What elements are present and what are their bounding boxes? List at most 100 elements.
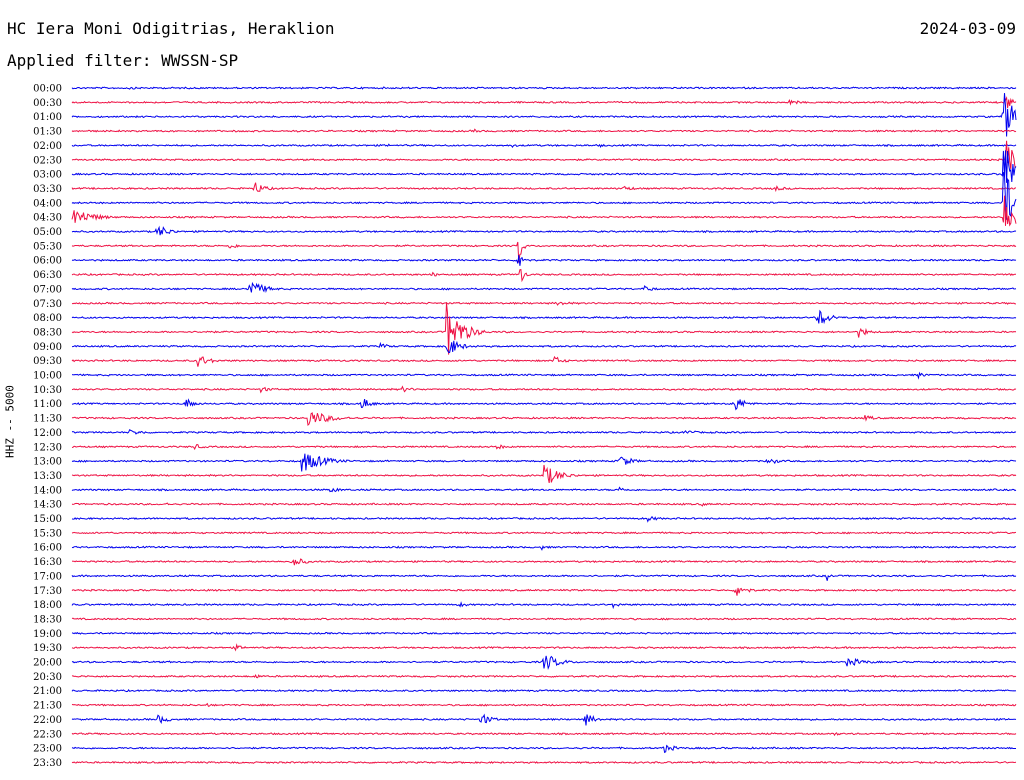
time-tick-label: 00:00 — [33, 84, 62, 95]
seismogram-trace — [71, 195, 1017, 227]
time-tick-label: 22:30 — [33, 729, 62, 740]
seismogram-trace — [71, 464, 1017, 484]
seismogram-trace — [71, 128, 1017, 133]
time-tick-label: 14:30 — [33, 500, 62, 511]
seismogram-trace — [71, 702, 1017, 707]
time-tick-label: 07:30 — [33, 299, 62, 310]
time-tick-label: 11:00 — [33, 399, 62, 410]
seismogram-trace — [72, 340, 1017, 354]
filter-label: Applied filter: WWSSN-SP — [7, 51, 239, 70]
station-title: HC Iera Moni Odigitrias, Heraklion — [7, 19, 335, 38]
time-tick-label: 14:00 — [33, 485, 62, 496]
seismogram-trace — [71, 182, 1017, 193]
time-tick-label: 15:30 — [33, 528, 62, 539]
time-tick-label: 09:00 — [33, 342, 62, 353]
time-tick-label: 06:00 — [33, 256, 62, 267]
time-tick-label: 21:00 — [33, 686, 62, 697]
seismogram-trace — [71, 303, 1017, 355]
seismogram-trace — [71, 301, 1016, 306]
seismogram-trace — [71, 150, 1017, 183]
seismogram-trace — [71, 558, 1017, 566]
seismogram-trace — [71, 601, 1017, 610]
time-tick-label: 18:00 — [33, 600, 62, 611]
time-tick-label: 07:00 — [33, 284, 62, 295]
time-tick-label: 20:00 — [33, 658, 62, 669]
time-tick-label: 17:30 — [33, 586, 62, 597]
time-tick-label: 19:30 — [33, 643, 62, 654]
time-tick-label: 18:30 — [33, 614, 62, 625]
seismogram-trace — [71, 453, 1017, 472]
time-tick-label: 10:30 — [33, 385, 62, 396]
time-tick-label: 13:00 — [33, 457, 62, 468]
time-tick-label: 09:30 — [33, 356, 62, 367]
seismogram-trace — [71, 371, 1017, 380]
time-tick-label: 04:30 — [33, 213, 62, 224]
time-tick-label: 13:30 — [33, 471, 62, 482]
time-tick-label: 23:00 — [33, 744, 62, 755]
seismogram-trace — [71, 732, 1017, 737]
seismogram-trace — [71, 574, 1017, 581]
seismogram-trace — [71, 713, 1017, 726]
seismogram-trace — [71, 689, 1017, 693]
time-tick-label: 02:30 — [33, 155, 62, 166]
time-tick-label: 03:30 — [33, 184, 62, 195]
seismogram-trace — [71, 643, 1017, 652]
seismogram-trace — [71, 86, 1017, 90]
time-tick-label: 08:30 — [33, 327, 62, 338]
time-tick-label: 11:30 — [33, 414, 62, 425]
seismogram-trace — [71, 385, 1017, 394]
seismogram-trace — [71, 143, 1017, 148]
time-tick-label: 20:30 — [33, 672, 62, 683]
seismogram-trace — [71, 93, 1017, 137]
seismogram-trace — [71, 531, 1017, 535]
time-tick-label: 16:00 — [33, 543, 62, 554]
seismogram-trace — [71, 655, 1017, 670]
seismogram-trace — [71, 412, 1017, 426]
seismogram-trace — [71, 428, 1017, 435]
seismogram-trace — [71, 486, 1017, 493]
time-tick-label: 16:30 — [33, 557, 62, 568]
seismogram-trace — [71, 545, 1017, 551]
seismogram-trace — [71, 515, 1017, 523]
time-tick-label: 10:00 — [33, 371, 62, 382]
seismogram-trace — [71, 398, 1017, 411]
seismogram-trace — [71, 502, 1017, 507]
seismogram-trace — [71, 172, 1017, 220]
time-tick-label: 05:30 — [33, 241, 62, 252]
seismogram-trace — [71, 281, 1017, 293]
time-tick-label: 21:30 — [33, 701, 62, 712]
seismogram-trace — [71, 309, 1017, 325]
time-tick-label: 01:30 — [33, 127, 62, 138]
seismogram-trace — [71, 760, 1017, 765]
time-tick-label: 23:30 — [33, 758, 62, 769]
time-tick-label: 22:00 — [33, 715, 62, 726]
seismogram-trace — [71, 631, 1017, 635]
time-tick-label: 00:30 — [33, 98, 62, 109]
seismogram-trace — [71, 673, 1017, 679]
time-tick-label: 12:30 — [33, 442, 62, 453]
time-tick-label: 04:00 — [33, 198, 62, 209]
time-tick-label: 01:00 — [33, 112, 62, 123]
time-tick-label: 05:00 — [33, 227, 62, 238]
seismogram-trace — [71, 96, 1017, 109]
date-label: 2024-03-09 — [919, 19, 1016, 38]
seismogram-trace — [71, 744, 1016, 754]
seismogram-trace — [71, 225, 1017, 236]
seismogram-trace — [71, 587, 1017, 596]
seismogram-trace — [71, 617, 1017, 621]
seismogram-trace — [71, 443, 1017, 451]
seismogram-trace — [71, 241, 1017, 263]
seismogram-trace — [71, 255, 1017, 266]
seismogram-trace — [71, 140, 1017, 170]
time-tick-label: 15:00 — [33, 514, 62, 525]
time-tick-label: 12:00 — [33, 428, 62, 439]
time-tick-label: 06:30 — [33, 270, 62, 281]
seismogram-trace — [71, 269, 1016, 283]
time-tick-label: 03:00 — [33, 170, 62, 181]
time-tick-label: 19:00 — [33, 629, 62, 640]
time-tick-label: 17:00 — [33, 571, 62, 582]
seismogram-trace — [71, 355, 1017, 367]
time-tick-label: 08:00 — [33, 313, 62, 324]
time-tick-label: 02:00 — [33, 141, 62, 152]
